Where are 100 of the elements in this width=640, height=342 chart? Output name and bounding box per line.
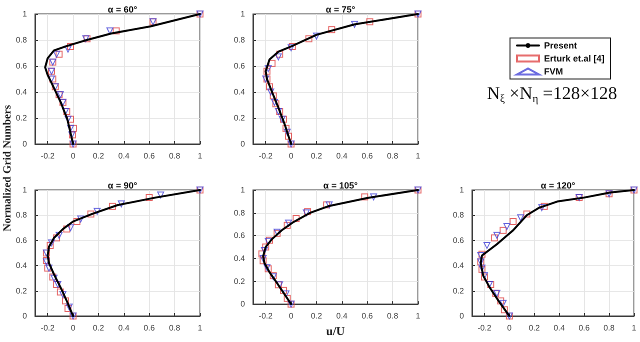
point [483,242,490,249]
y-tick-label: 0.4 [452,261,465,270]
point [503,223,510,230]
point [67,124,74,132]
point [490,234,498,242]
point [157,192,164,199]
point [258,250,266,258]
y-tick-label: 0.6 [234,62,246,70]
point [517,214,524,222]
x-tick-label: 0.6 [362,312,374,321]
x-tick-label: 0.8 [604,324,616,332]
point [56,232,63,239]
legend-label: Erturk et.al [4] [544,54,605,64]
point [87,210,94,218]
point [500,226,507,234]
x-tick-label: 0.2 [528,324,540,332]
point [77,215,84,222]
y-tick-label: 0.2 [16,286,28,296]
point [270,92,277,100]
point [62,297,69,304]
point [260,257,267,264]
x-tick-label: -0.2 [258,312,274,321]
point [64,116,72,123]
x-tick-label: 1 [198,324,203,332]
y-axis-title: Normalized Grid Numbers [2,104,14,232]
point [366,18,374,26]
chart-title: α = 60° [108,4,138,14]
point [282,124,290,132]
point [276,50,284,58]
point [497,297,504,304]
x-tick-label: 1 [416,152,421,160]
y-tick-label: 0.4 [234,88,246,96]
point [500,306,508,314]
y-tick-label: 0.2 [234,114,246,122]
x-tick-label: 0.6 [362,152,374,160]
point [370,193,378,200]
y-tick-label: 0.4 [16,88,28,96]
y-tick-label: 0.6 [234,231,246,240]
point [351,20,358,28]
x-tick-label: 0.8 [169,324,181,332]
point [305,35,312,42]
x-tick-label: 0.2 [310,152,323,160]
point [284,294,291,302]
y-tick-label: 1 [22,186,28,194]
x-tick-label: -0.2 [478,324,492,332]
y-tick-label: 1 [22,10,28,18]
point [118,200,125,208]
x-axis-title: u/U [326,324,346,338]
x-tick-label: 0 [288,312,294,321]
point [500,300,507,307]
x-tick-label: 0 [288,152,294,160]
point [73,218,80,225]
y-tick-label: 0.2 [16,114,28,122]
x-tick-label: 0.6 [144,324,156,332]
point [264,65,272,72]
y-tick-label: 0.6 [16,236,28,245]
x-tick-label: 0.2 [92,324,105,332]
chart-title: α = 75° [326,4,356,14]
y-tick-label: 1 [460,186,465,194]
point [70,124,77,132]
point [493,232,500,239]
point [361,193,368,200]
x-tick-label: 0.6 [144,152,156,160]
point [46,242,54,249]
point [284,128,291,136]
point [323,201,330,208]
point [146,194,153,202]
point [263,68,270,75]
point [266,83,273,90]
point [312,32,320,40]
point [280,286,287,294]
chart-title: α = 90° [108,180,138,190]
y-tick-label: 0.8 [234,208,246,218]
x-tick-label: 0.4 [336,312,348,321]
point [94,208,101,215]
y-tick-label: 0.8 [452,210,465,220]
point [53,234,60,242]
point [63,226,70,233]
x-tick-label: 1 [416,312,421,321]
point [523,210,530,218]
x-tick-label: 0 [70,152,76,160]
x-tick-label: 1 [632,324,637,332]
point [285,132,292,140]
y-tick-label: 0.6 [452,236,465,245]
y-tick-label: 1 [240,10,246,18]
x-tick-label: 0.4 [554,324,566,332]
x-tick-label: -0.2 [40,152,56,160]
legend-label: FVM [544,66,563,76]
x-tick-label: 0.8 [387,312,399,321]
y-tick-label: 0 [22,140,28,148]
y-tick-label: 0.8 [16,36,28,44]
point [59,291,66,298]
y-tick-label: 0.6 [16,62,28,70]
point [267,88,274,96]
point [56,288,64,296]
point [292,215,300,222]
point [67,224,74,232]
x-tick-label: 0.2 [92,152,105,160]
point [260,254,267,262]
point [262,244,270,251]
